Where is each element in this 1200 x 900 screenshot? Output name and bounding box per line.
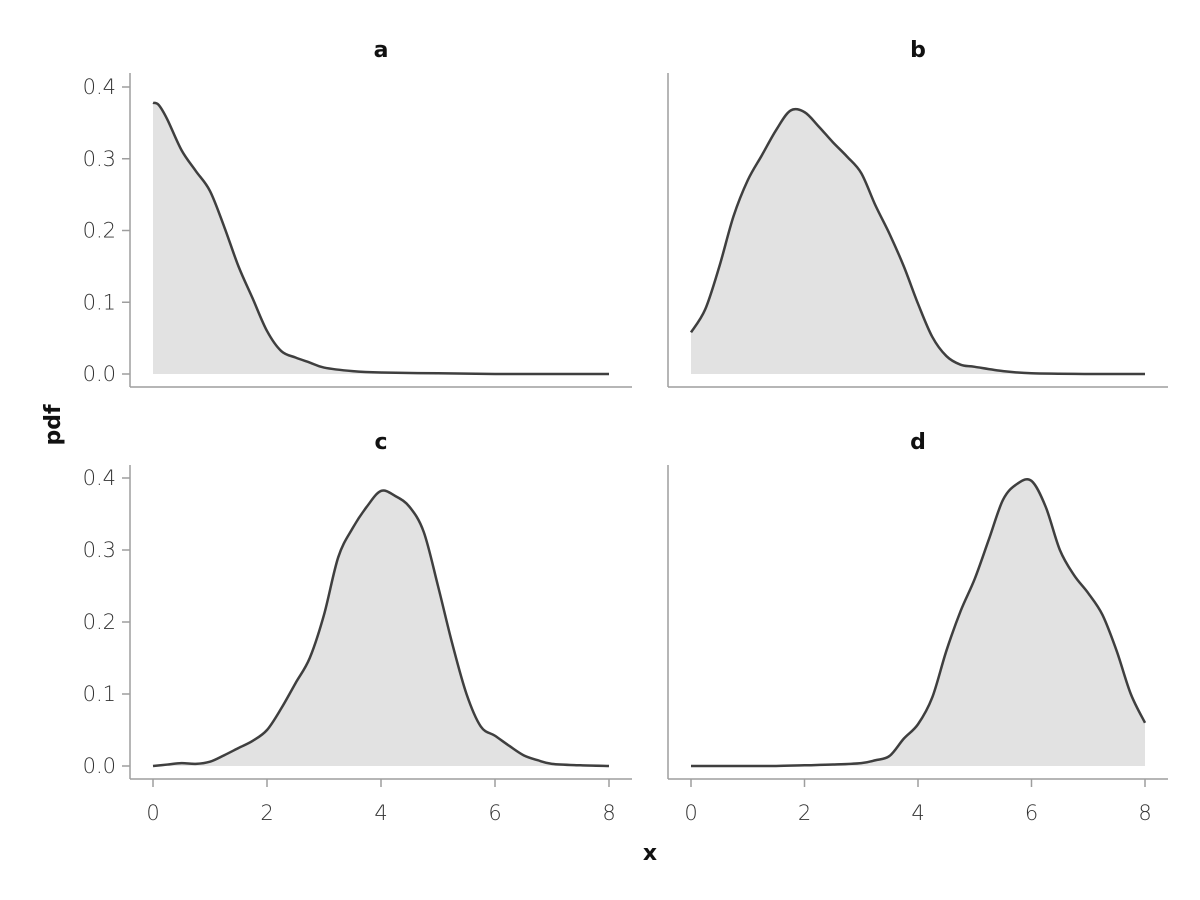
panel-title-c: c [374, 430, 387, 455]
x-tick-label-c-3: 6 [488, 801, 501, 825]
density-area-c [153, 490, 609, 766]
x-axis-title: x [643, 841, 657, 866]
panel-d: d 0 2 4 6 8 [667, 430, 1168, 825]
panels-layer: a 0.0 0.1 0.2 0.3 0.4 b c 0.0 0.1 0.2 0.3 0.4 0 2 4 6 8 d 0… [83, 38, 1168, 825]
density-line-a [152, 101, 610, 376]
panel-b: b [667, 38, 1168, 388]
y-tick-label-a-4: 0.4 [83, 75, 116, 99]
x-tick-label-d-2: 4 [911, 801, 924, 825]
x-tick-label-d-1: 2 [798, 801, 811, 825]
density-area-a [153, 102, 609, 375]
panel-c: c 0.0 0.1 0.2 0.3 0.4 0 2 4 6 8 [83, 430, 632, 825]
y-tick-label-a-2: 0.2 [83, 219, 116, 243]
y-tick-label-c-2: 0.2 [83, 610, 116, 634]
y-tick-label-a-0: 0.0 [83, 362, 116, 386]
x-tick-label-c-2: 4 [374, 801, 387, 825]
panel-title-d: d [910, 430, 926, 455]
y-tick-label-a-3: 0.3 [83, 147, 116, 171]
x-tick-label-c-1: 2 [260, 801, 273, 825]
y-tick-label-a-1: 0.1 [83, 290, 116, 314]
y-tick-label-c-4: 0.4 [83, 466, 116, 490]
y-tick-label-c-0: 0.0 [83, 754, 116, 778]
y-tick-label-c-1: 0.1 [83, 682, 116, 706]
x-tick-label-d-3: 6 [1025, 801, 1038, 825]
density-area-d [691, 479, 1145, 767]
panel-title-b: b [910, 38, 926, 63]
panel-a: a 0.0 0.1 0.2 0.3 0.4 [83, 38, 632, 388]
x-tick-label-c-4: 8 [602, 801, 615, 825]
x-tick-label-d-4: 8 [1138, 801, 1151, 825]
x-tick-label-d-0: 0 [684, 801, 697, 825]
x-tick-label-c-0: 0 [146, 801, 159, 825]
y-axis-title: pdf [41, 404, 66, 445]
density-line-c [152, 489, 610, 768]
density-line-d [691, 478, 1147, 768]
density-area-b [691, 109, 1145, 375]
panel-title-a: a [374, 38, 389, 63]
y-tick-label-c-3: 0.3 [83, 538, 116, 562]
density-line-b [689, 107, 1146, 376]
